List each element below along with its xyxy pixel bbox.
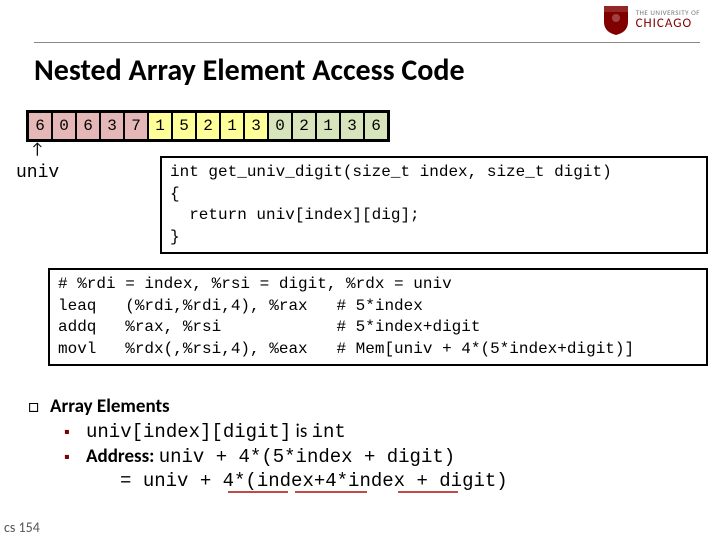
item1-text: univ[index][digit] is int <box>86 420 346 443</box>
underline-2 <box>295 491 367 494</box>
red-bullet-icon: ▪ <box>64 448 86 467</box>
item1-type: int <box>312 421 346 443</box>
array-cell: 1 <box>148 112 172 140</box>
bullet-item-3: = univ + 4*(index+4*index + digit) <box>120 470 700 492</box>
item1-mid: is <box>291 420 311 443</box>
item3-expr: univ + 4*(index+4*index + digit) <box>143 470 508 492</box>
pointer-label: univ <box>16 163 59 183</box>
item3-text: = univ + 4*(index+4*index + digit) <box>120 470 508 492</box>
array-cell: 7 <box>124 112 148 140</box>
red-bullet-icon: ▪ <box>64 423 86 442</box>
header-divider <box>34 42 700 43</box>
item2-label: Address: <box>86 445 159 468</box>
c-code-block: int get_univ_digit(size_t index, size_t … <box>160 156 708 254</box>
shield-icon <box>602 4 630 36</box>
array-cell: 5 <box>172 112 196 140</box>
array-cell: 3 <box>244 112 268 140</box>
array-cell: 6 <box>364 112 388 140</box>
array-cell: 6 <box>76 112 100 140</box>
array-cell: 3 <box>100 112 124 140</box>
array-cells: 606371521302136 <box>26 110 390 142</box>
array-cell: 3 <box>340 112 364 140</box>
university-logo: THE UNIVERSITY OF CHICAGO <box>602 4 700 36</box>
underline-1 <box>228 491 288 494</box>
underline-3 <box>398 491 458 494</box>
item2-text: Address: univ + 4*(5*index + digit) <box>86 445 455 468</box>
bullet-heading: Array Elements <box>50 395 170 418</box>
array-cell: 0 <box>268 112 292 140</box>
pointer-arrow: ↑ <box>30 142 44 158</box>
item2-expr: univ + 4*(5*index + digit) <box>159 446 455 468</box>
footer-label: cs 154 <box>4 519 40 536</box>
array-cell: 2 <box>292 112 316 140</box>
square-bullet-icon: □ <box>28 395 50 418</box>
array-cell: 0 <box>52 112 76 140</box>
item1-expr: univ[index][digit] <box>86 421 291 443</box>
bullet-item-1: ▪ univ[index][digit] is int <box>64 420 700 443</box>
slide-title: Nested Array Element Access Code <box>34 52 465 89</box>
array-cell: 1 <box>316 112 340 140</box>
item3-eq: = <box>120 470 143 492</box>
array-cell: 6 <box>28 112 52 140</box>
logo-text: THE UNIVERSITY OF CHICAGO <box>636 9 700 31</box>
logo-line2: CHICAGO <box>636 17 700 31</box>
bullet-item-2: ▪ Address: univ + 4*(5*index + digit) <box>64 445 700 468</box>
bullet-heading-row: □ Array Elements <box>28 395 700 418</box>
bullets-section: □ Array Elements ▪ univ[index][digit] is… <box>28 395 700 494</box>
array-cell: 2 <box>196 112 220 140</box>
array-cell: 1 <box>220 112 244 140</box>
asm-code-block: # %rdi = index, %rsi = digit, %rdx = uni… <box>48 268 708 366</box>
